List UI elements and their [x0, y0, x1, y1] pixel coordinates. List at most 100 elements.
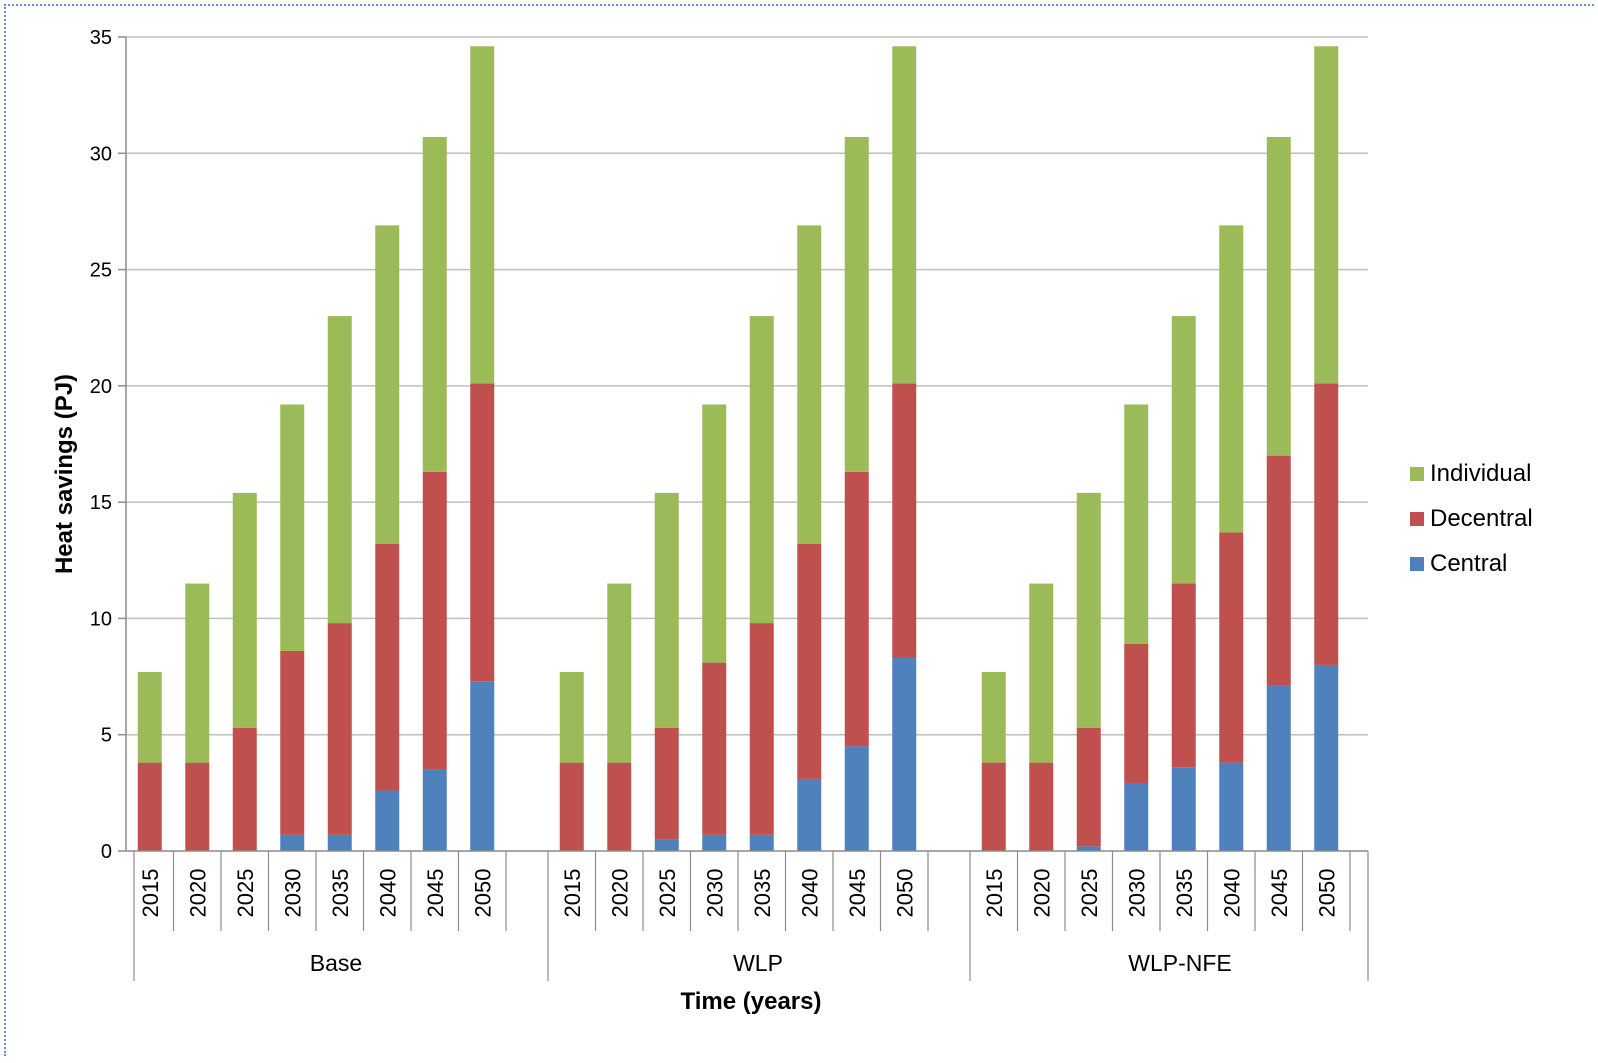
x-tick-label: 2050 — [1314, 869, 1339, 918]
bar-individual — [607, 583, 632, 763]
chart-frame: 0 5 10 15 20 25 30 35 2015 2020 2025 2030 2035 2040 20… — [4, 4, 1594, 1056]
bar-individual — [797, 225, 822, 545]
bar-individual — [470, 46, 495, 384]
legend-swatch-central — [1410, 557, 1424, 571]
bar-central — [375, 790, 400, 851]
bar-decentral — [797, 544, 822, 779]
y-tick-label: 30 — [90, 143, 112, 165]
bar-individual — [892, 46, 917, 384]
bar-decentral — [1219, 532, 1244, 763]
bar-decentral — [327, 623, 352, 835]
bar-decentral — [470, 383, 495, 682]
x-tick-label: 2050 — [470, 869, 495, 918]
legend-label-individual: Individual — [1430, 460, 1531, 487]
bar-decentral — [1171, 583, 1196, 768]
bars — [137, 46, 1339, 851]
bar-central — [1314, 664, 1339, 851]
axes: 0 5 10 15 2025 30 35 2015 2020 2025 2030 2035 2040 20… — [90, 27, 1369, 981]
x-tick-label: 2030 — [1124, 869, 1149, 918]
x-tick-label: 2050 — [892, 869, 917, 918]
bar-individual — [702, 404, 727, 663]
bar-decentral — [185, 762, 210, 851]
bar-central — [797, 778, 822, 851]
bar-central — [892, 657, 917, 851]
x-tick-label: 2030 — [702, 869, 727, 918]
bar-individual — [185, 583, 210, 763]
bar-central — [1076, 846, 1101, 851]
y-tick-label: 25 — [90, 260, 112, 282]
x-tick-label: 2025 — [1077, 869, 1102, 918]
bar-decentral — [137, 762, 162, 851]
x-tick-label: 2025 — [233, 869, 258, 918]
x-axis-title: Time (years) — [681, 988, 822, 1015]
x-tick-label: 2020 — [185, 869, 210, 918]
bar-individual — [1029, 583, 1054, 763]
y-axis-title: Heat savings (PJ) — [51, 374, 78, 574]
x-tick-label: 2045 — [845, 869, 870, 918]
bar-decentral — [892, 383, 917, 658]
bar-central — [422, 769, 447, 851]
bar-decentral — [375, 544, 400, 791]
bar-decentral — [1124, 644, 1149, 784]
x-tick-label: 2045 — [1267, 869, 1292, 918]
legend-swatch-decentral — [1410, 512, 1424, 526]
y-tick-label: 35 — [90, 27, 112, 49]
x-tick-label: 2035 — [1172, 869, 1197, 918]
bar-individual — [844, 137, 869, 472]
legend-label-central: Central — [1430, 550, 1507, 577]
bar-decentral — [607, 762, 632, 851]
x-tick-label: 2035 — [750, 869, 775, 918]
x-tick-label: 2035 — [328, 869, 353, 918]
bar-central — [1219, 762, 1244, 851]
bar-individual — [1266, 137, 1291, 456]
x-tick-label: 2015 — [982, 869, 1007, 918]
bar-central — [470, 681, 495, 851]
y-tick-label: 15 — [90, 492, 112, 514]
bar-decentral — [1314, 383, 1339, 665]
bar-individual — [422, 137, 447, 472]
y-tick-label: 5 — [101, 725, 112, 747]
stacked-bar-chart: 0 5 10 15 2025 30 35 2015 2020 2025 2030 2035 2040 20… — [51, 27, 1533, 1015]
legend: Individual Decentral Central — [1410, 460, 1533, 577]
bar-decentral — [981, 762, 1006, 851]
bar-decentral — [1076, 727, 1101, 847]
x-tick-label: 2015 — [138, 869, 163, 918]
x-tick-label: 2040 — [1219, 869, 1244, 918]
x-tick-label: 2020 — [607, 869, 632, 918]
bar-individual — [327, 316, 352, 624]
bar-decentral — [232, 727, 257, 851]
group-label: WLP-NFE — [1128, 950, 1232, 976]
group-label: Base — [310, 950, 362, 976]
bar-individual — [1124, 404, 1149, 645]
x-tick-label: 2030 — [280, 869, 305, 918]
bar-individual — [1076, 492, 1101, 728]
bar-individual — [137, 671, 162, 763]
x-tick-label: 2040 — [375, 869, 400, 918]
bar-central — [749, 834, 774, 851]
bar-central — [1171, 767, 1196, 851]
bar-decentral — [1029, 762, 1054, 851]
bar-central — [1266, 685, 1291, 851]
bar-decentral — [749, 623, 774, 835]
bar-individual — [1314, 46, 1339, 384]
bar-decentral — [844, 471, 869, 747]
bar-central — [327, 834, 352, 851]
y-tick-label: 0 — [101, 841, 112, 863]
bar-individual — [654, 492, 679, 728]
bar-individual — [375, 225, 400, 545]
bar-individual — [749, 316, 774, 624]
bar-central — [280, 834, 305, 851]
bar-individual — [559, 671, 584, 763]
bar-central — [654, 839, 679, 851]
group-label: WLP — [733, 950, 783, 976]
bar-individual — [1171, 316, 1196, 584]
y-tick-label: 10 — [90, 608, 112, 630]
x-tick-label: 2015 — [560, 869, 585, 918]
bar-decentral — [1266, 455, 1291, 686]
bar-decentral — [654, 727, 679, 840]
bar-central — [702, 834, 727, 851]
x-tick-label: 2020 — [1029, 869, 1054, 918]
legend-label-decentral: Decentral — [1430, 505, 1533, 532]
x-tick-label: 2025 — [655, 869, 680, 918]
bar-individual — [1219, 225, 1244, 533]
